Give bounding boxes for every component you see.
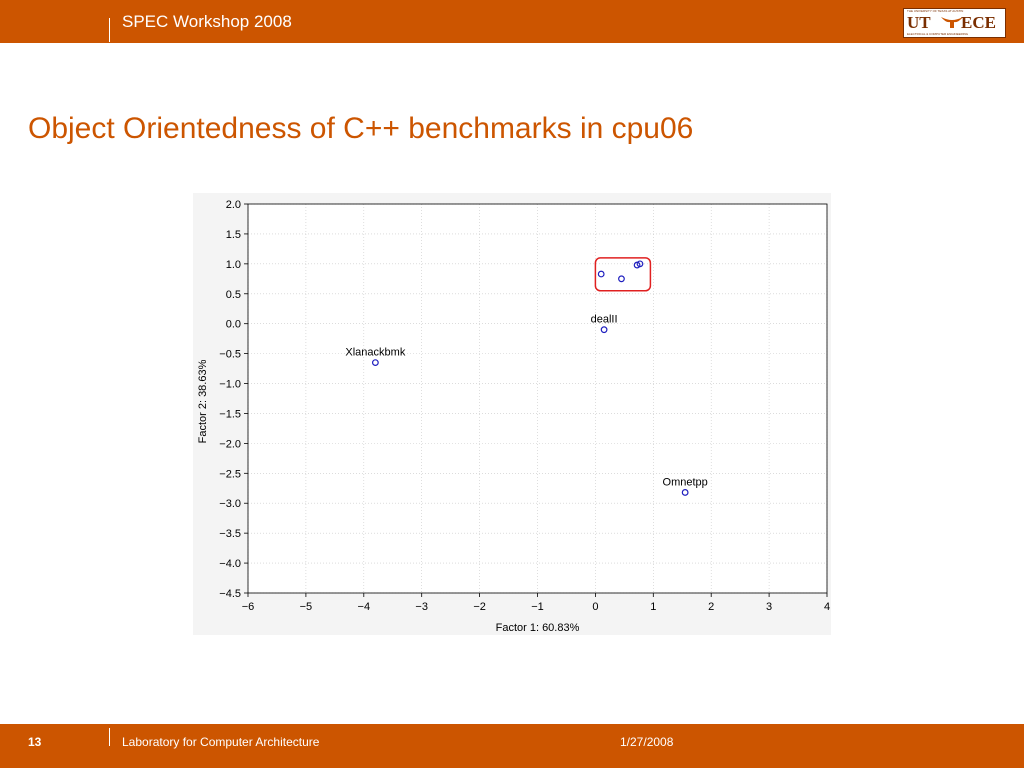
header-bar: SPEC Workshop 2008 THE UNIVERSITY OF TEX… (0, 0, 1024, 43)
y-tick-label: −4.5 (219, 588, 241, 600)
logo-ut-text: UT (907, 13, 931, 32)
longhorn-icon (941, 17, 963, 28)
data-point-label: Xlanackbmk (345, 347, 405, 359)
header-separator (109, 18, 110, 42)
x-tick-label: −3 (415, 601, 428, 613)
y-tick-label: −1.0 (219, 379, 241, 391)
slide-title: Object Orientedness of C++ benchmarks in… (28, 112, 694, 145)
x-tick-label: −5 (300, 601, 313, 613)
y-tick-label: 1.5 (226, 229, 241, 241)
logo-top-text: THE UNIVERSITY OF TEXAS AT AUSTIN (907, 10, 964, 13)
x-axis-label: Factor 1: 60.83% (496, 622, 580, 634)
data-point (636, 260, 644, 268)
footer-separator (109, 728, 110, 746)
y-tick-label: −2.0 (219, 438, 241, 450)
highlight-box (594, 257, 652, 292)
y-tick-label: −3.0 (219, 498, 241, 510)
page-number: 13 (28, 735, 42, 749)
footer-bar: 13 Laboratory for Computer Architecture … (0, 724, 1024, 768)
x-tick-label: 3 (766, 601, 772, 613)
x-tick-label: −1 (531, 601, 544, 613)
data-point (618, 275, 625, 283)
x-tick-label: 1 (650, 601, 656, 613)
data-point-label: dealII (591, 314, 618, 326)
logo-ece-text: ECE (961, 13, 996, 32)
ut-ece-logo: THE UNIVERSITY OF TEXAS AT AUSTIN UT ECE… (903, 8, 1006, 38)
data-point (371, 359, 379, 366)
footer-lab-name: Laboratory for Computer Architecture (122, 735, 320, 749)
y-tick-label: 0.0 (226, 319, 241, 331)
footer-date: 1/27/2008 (620, 735, 674, 749)
x-tick-label: 2 (708, 601, 714, 613)
scatter-chart-svg: −6 −5 −4 −3 −2 −1 0 1 2 3 4 2.0 1.5 1.0 0.5 0.0 −0.5 −1.0… (193, 193, 831, 635)
data-point (681, 489, 689, 496)
y-tick-label: −3.5 (219, 528, 241, 540)
data-point (597, 270, 605, 278)
y-tick-label: −2.5 (219, 468, 241, 480)
header-title: SPEC Workshop 2008 (122, 12, 292, 31)
y-tick-label: 0.5 (226, 289, 241, 301)
plot-frame (247, 203, 828, 594)
logo-bottom-text: ELECTRICAL & COMPUTER ENGINEERING (907, 33, 969, 36)
data-point (600, 326, 608, 334)
x-tick-label: −6 (242, 601, 255, 613)
y-tick-label: −0.5 (219, 349, 241, 361)
y-tick-label: −1.5 (219, 408, 241, 420)
x-tick-label: −2 (473, 601, 486, 613)
y-tick-label: 2.0 (226, 199, 241, 211)
y-tick-label: 1.0 (226, 259, 241, 271)
x-tick-label: 0 (592, 601, 598, 613)
data-point-label: Omnetpp (663, 476, 708, 488)
scatter-chart: −6 −5 −4 −3 −2 −1 0 1 2 3 4 2.0 1.5 1.0 0.5 0.0 −0.5 −1.0… (193, 193, 831, 635)
y-axis-label: Factor 2: 38.63% (197, 359, 209, 443)
x-tick-label: −4 (358, 601, 371, 613)
y-tick-label: −4.0 (219, 558, 241, 570)
x-tick-label: 4 (824, 601, 830, 613)
